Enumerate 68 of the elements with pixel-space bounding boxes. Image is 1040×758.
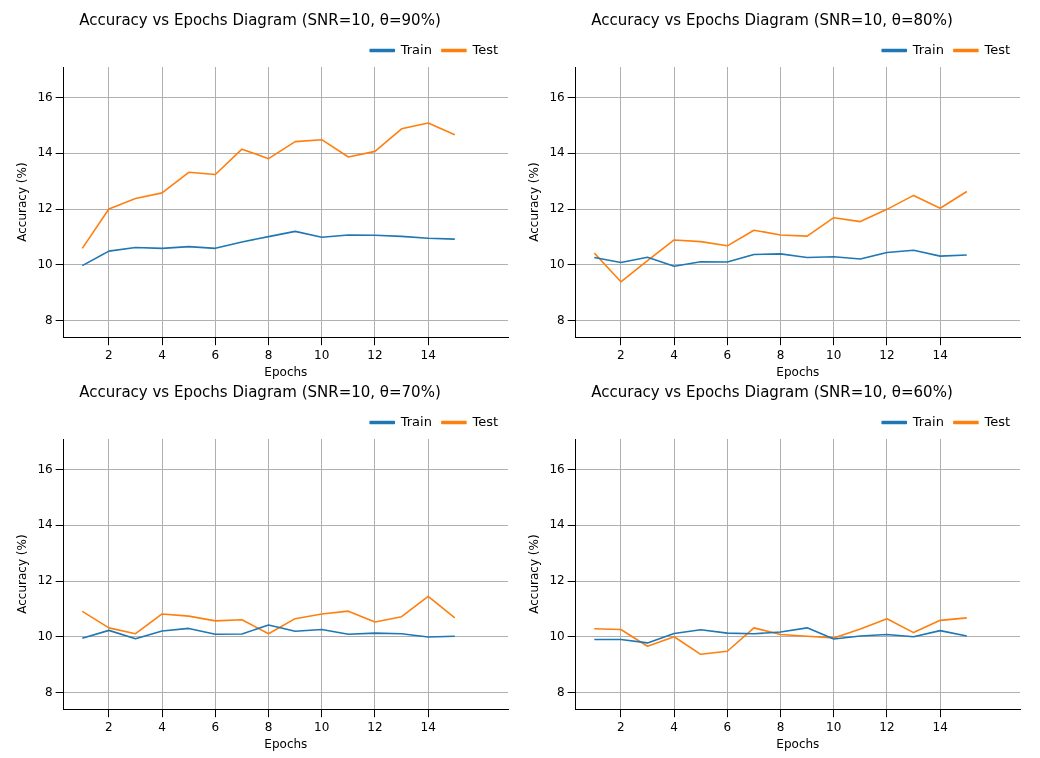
- x-tick-label: 2: [105, 719, 113, 734]
- x-tick-label: 14: [420, 719, 436, 734]
- x-tick-label: 8: [776, 719, 785, 734]
- x-tick-label: 8: [264, 719, 273, 734]
- y-tick-label: 14: [37, 145, 53, 160]
- y-tick-label: 10: [549, 628, 565, 643]
- y-tick-label: 10: [37, 256, 53, 271]
- y-tick-label: 14: [549, 517, 565, 532]
- x-tick-label: 12: [367, 719, 383, 734]
- x-tick-label: 6: [211, 347, 220, 362]
- legend-label: Train: [399, 413, 432, 429]
- y-axis-title: Accuracy (%): [527, 534, 542, 614]
- x-tick-label: 8: [776, 347, 785, 362]
- y-axis-title: Accuracy (%): [15, 534, 30, 614]
- y-tick-label: 16: [549, 461, 565, 476]
- x-tick-label: 10: [314, 719, 330, 734]
- x-tick-label: 14: [420, 347, 436, 362]
- x-axis-title: Epochs: [264, 736, 308, 751]
- y-tick-label: 16: [37, 89, 53, 104]
- x-tick-label: 14: [932, 347, 948, 362]
- y-axis-title: Accuracy (%): [15, 162, 30, 242]
- x-tick-label: 6: [723, 347, 732, 362]
- x-tick-label: 4: [670, 347, 678, 362]
- y-tick-label: 16: [549, 89, 565, 104]
- x-tick-label: 4: [158, 347, 166, 362]
- x-tick-label: 10: [826, 347, 842, 362]
- y-tick-label: 8: [45, 312, 53, 327]
- x-axis-title: Epochs: [264, 364, 308, 379]
- y-tick-label: 12: [37, 573, 53, 588]
- x-tick-label: 12: [879, 347, 895, 362]
- y-tick-label: 8: [557, 312, 565, 327]
- x-tick-label: 10: [314, 347, 330, 362]
- y-tick-label: 12: [549, 573, 565, 588]
- x-tick-label: 14: [932, 719, 948, 734]
- y-tick-label: 8: [45, 684, 53, 699]
- legend-label: Test: [471, 41, 499, 57]
- x-tick-label: 12: [367, 347, 383, 362]
- x-tick-label: 10: [826, 719, 842, 734]
- y-tick-label: 14: [549, 145, 565, 160]
- legend-label: Train: [911, 41, 944, 57]
- x-tick-label: 2: [617, 347, 625, 362]
- legend-label: Train: [399, 41, 432, 57]
- x-tick-label: 4: [670, 719, 678, 734]
- chart-title: Accuracy vs Epochs Diagram (SNR=10, θ=70%): [79, 382, 441, 401]
- legend-label: Train: [911, 413, 944, 429]
- x-tick-label: 6: [723, 719, 732, 734]
- legend-label: Test: [471, 413, 499, 429]
- chart-title: Accuracy vs Epochs Diagram (SNR=10, θ=60%): [591, 382, 953, 401]
- chart-title: Accuracy vs Epochs Diagram (SNR=10, θ=80%): [591, 10, 953, 29]
- legend-label: Test: [983, 413, 1011, 429]
- x-tick-label: 8: [264, 347, 273, 362]
- chart-title: Accuracy vs Epochs Diagram (SNR=10, θ=90%): [79, 10, 441, 29]
- y-tick-label: 12: [549, 201, 565, 216]
- y-tick-label: 10: [37, 628, 53, 643]
- y-axis-title: Accuracy (%): [527, 162, 542, 242]
- x-tick-label: 12: [879, 719, 895, 734]
- y-tick-label: 16: [37, 461, 53, 476]
- y-tick-label: 14: [37, 517, 53, 532]
- y-tick-label: 12: [37, 201, 53, 216]
- y-tick-label: 8: [557, 684, 565, 699]
- x-tick-label: 6: [211, 719, 220, 734]
- x-tick-label: 2: [617, 719, 625, 734]
- x-tick-label: 2: [105, 347, 113, 362]
- x-tick-label: 4: [158, 719, 166, 734]
- x-axis-title: Epochs: [776, 364, 820, 379]
- legend-label: Test: [983, 41, 1011, 57]
- x-axis-title: Epochs: [776, 736, 820, 751]
- y-tick-label: 10: [549, 256, 565, 271]
